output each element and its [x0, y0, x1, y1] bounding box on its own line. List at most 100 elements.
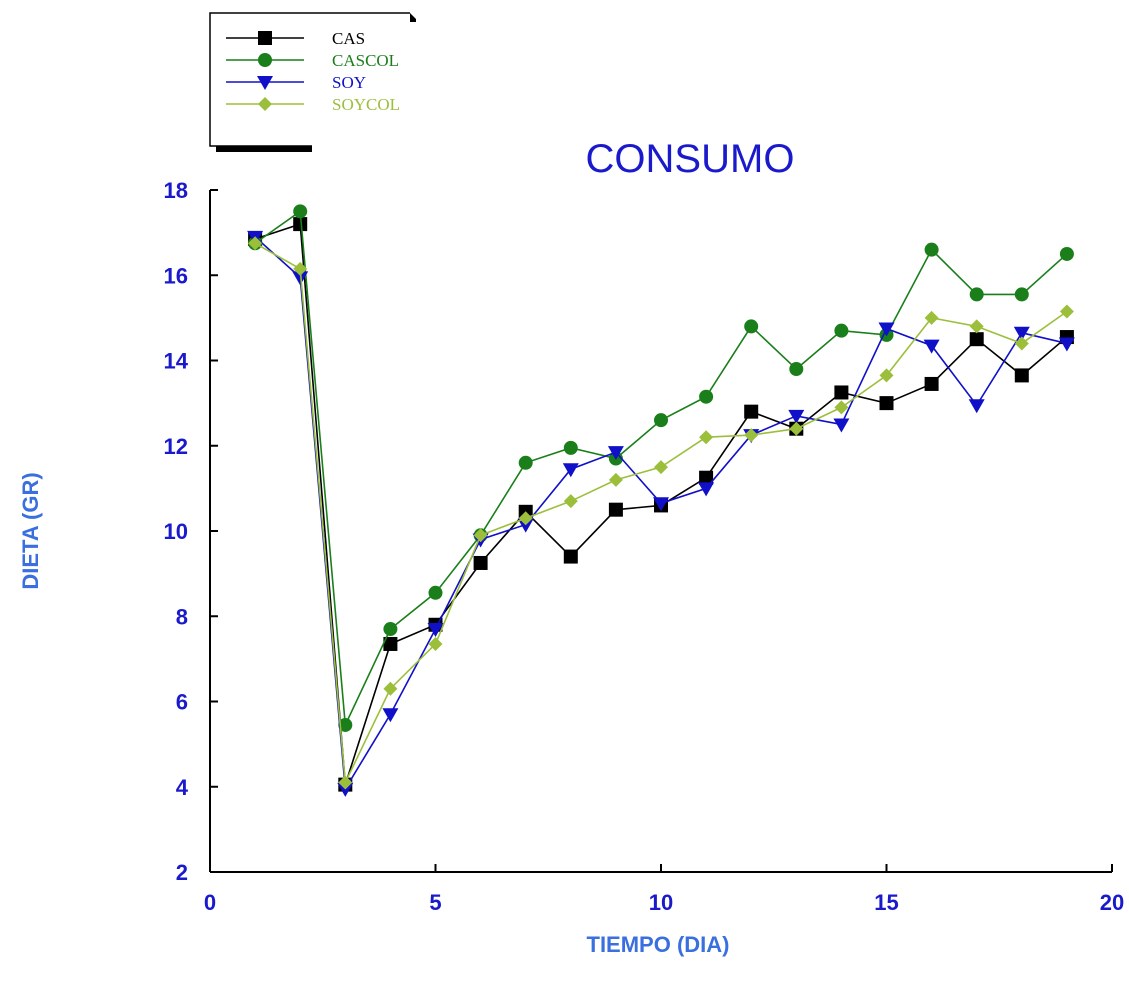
data-point [383, 681, 398, 696]
x-tick-label: 20 [1100, 890, 1124, 915]
x-tick-label: 5 [429, 890, 441, 915]
data-point [878, 322, 895, 337]
data-point [1058, 337, 1075, 352]
data-point [834, 385, 849, 400]
y-tick-label: 6 [176, 690, 188, 715]
data-point [382, 708, 399, 723]
data-point [338, 717, 353, 732]
data-point [563, 440, 578, 455]
legend-shadow-right [410, 13, 416, 22]
data-point [428, 585, 443, 600]
data-point [1014, 368, 1029, 383]
data-point [698, 482, 715, 497]
legend-item-cascol: CASCOL [226, 51, 399, 70]
y-tick-label: 12 [164, 434, 188, 459]
data-point [654, 413, 668, 428]
data-point [337, 782, 354, 797]
legend-label: SOYCOL [332, 95, 400, 114]
legend-marker [258, 97, 272, 111]
legend-marker [257, 76, 273, 90]
series-soy [247, 230, 1075, 797]
data-point [248, 236, 263, 251]
data-point [879, 368, 894, 383]
chart-title: CONSUMO [586, 137, 795, 181]
data-point [292, 271, 309, 286]
data-point [517, 518, 534, 533]
data-point [969, 287, 984, 302]
data-point [608, 472, 623, 487]
series-layer [247, 204, 1075, 797]
y-tick-label: 16 [164, 263, 188, 288]
data-point [518, 511, 533, 526]
data-point [834, 400, 849, 415]
x-tick-label: 0 [204, 890, 216, 915]
y-tick-label: 18 [164, 178, 188, 203]
x-tick-label: 15 [874, 890, 898, 915]
data-point [383, 636, 398, 651]
data-point [428, 636, 443, 651]
x-tick-label: 10 [649, 890, 673, 915]
legend-frame [209, 12, 410, 147]
data-point [563, 549, 578, 564]
y-axis-label: DIETA (GR) [18, 472, 43, 589]
legend-marker [258, 31, 272, 45]
legend-item-cas: CAS [226, 29, 365, 48]
data-point [562, 463, 579, 478]
data-point [518, 455, 533, 470]
data-point [969, 319, 984, 334]
data-point [923, 339, 940, 354]
data-point [834, 323, 849, 338]
x-axis-label: TIEMPO (DIA) [587, 932, 730, 957]
y-tick-label: 14 [164, 349, 189, 374]
data-point [788, 409, 805, 424]
legend: CAS CASCOL SOY SOYCOL [209, 12, 416, 152]
data-point [563, 494, 578, 509]
data-point [293, 217, 308, 232]
data-point [1059, 304, 1074, 319]
data-point [699, 430, 714, 445]
data-point [924, 242, 939, 257]
data-point [699, 389, 714, 404]
data-point [744, 319, 759, 334]
data-point [607, 446, 624, 461]
data-point [1013, 326, 1030, 341]
legend-item-soy: SOY [226, 73, 366, 92]
data-point [293, 261, 308, 276]
data-point [1059, 246, 1074, 261]
legend-item-soycol: SOYCOL [226, 95, 400, 114]
series-soycol [248, 236, 1074, 790]
y-tick-label: 4 [176, 775, 189, 800]
series-line [254, 242, 1068, 786]
y-tick-label: 10 [164, 519, 188, 544]
data-point [338, 775, 353, 790]
legend-label: CASCOL [332, 51, 399, 70]
data-point [473, 555, 488, 570]
data-point [653, 497, 669, 512]
data-point [879, 396, 894, 411]
data-point [744, 428, 759, 443]
data-point [427, 623, 444, 638]
data-point [473, 528, 488, 543]
axes: 0 5 10 15 20 2 4 6 8 10 12 14 16 18 [164, 178, 1125, 915]
data-point [789, 421, 804, 436]
data-point [1014, 336, 1029, 351]
data-point [744, 404, 759, 419]
y-tick-label: 2 [176, 860, 188, 885]
legend-shadow [216, 146, 312, 152]
y-tick-label: 8 [176, 604, 188, 629]
data-point [654, 460, 668, 475]
data-point [924, 310, 939, 325]
data-point [969, 332, 984, 347]
legend-label: SOY [332, 73, 366, 92]
data-point [608, 502, 623, 517]
data-point [924, 376, 939, 391]
legend-marker [258, 53, 272, 67]
legend-label: CAS [332, 29, 365, 48]
data-point [293, 204, 308, 219]
data-point [789, 362, 804, 377]
data-point [1014, 287, 1029, 302]
data-point [968, 399, 985, 414]
series-cascol [248, 204, 1074, 732]
data-point [383, 622, 398, 637]
